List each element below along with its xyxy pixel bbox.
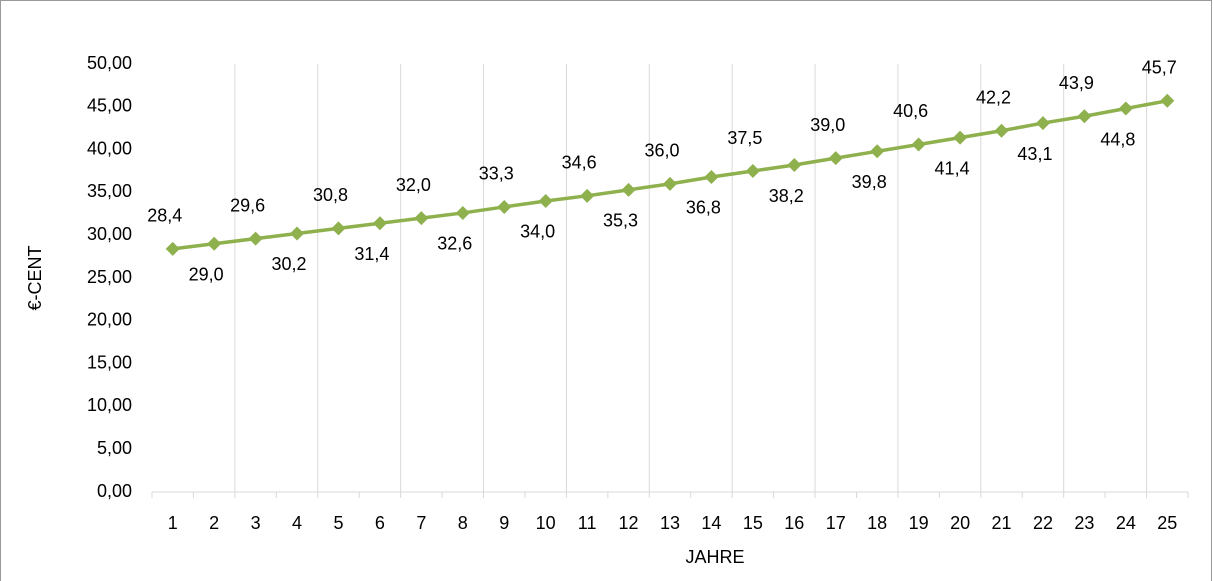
data-label: 29,0	[189, 265, 224, 285]
x-tick-label: 21	[992, 513, 1012, 533]
x-tick-label: 8	[458, 513, 468, 533]
y-tick-label: 50,00	[87, 53, 132, 73]
data-label: 29,6	[230, 195, 265, 215]
marker	[870, 144, 885, 159]
data-label: 45,7	[1142, 58, 1177, 78]
x-tick-label: 11	[578, 513, 597, 533]
marker	[207, 236, 222, 251]
data-label: 43,9	[1059, 73, 1094, 93]
data-label: 39,0	[810, 115, 845, 135]
marker	[580, 188, 595, 203]
marker	[704, 169, 719, 184]
x-tick-label: 13	[660, 513, 680, 533]
y-tick-label: 45,00	[87, 96, 132, 116]
marker	[828, 151, 843, 166]
x-tick-label: 16	[784, 513, 804, 533]
data-label: 38,2	[769, 186, 804, 206]
marker	[621, 182, 636, 197]
y-tick-label: 30,00	[87, 224, 132, 244]
y-tick-label: 10,00	[87, 395, 132, 415]
data-label: 42,2	[976, 88, 1011, 108]
marker	[1160, 93, 1175, 108]
data-label: 36,0	[644, 141, 679, 161]
marker	[787, 158, 802, 173]
x-tick-label: 5	[333, 513, 343, 533]
x-tick-label: 23	[1074, 513, 1094, 533]
marker	[911, 137, 926, 152]
x-tick-label: 15	[743, 513, 763, 533]
marker	[248, 231, 263, 246]
marker	[290, 226, 305, 241]
data-label: 32,6	[437, 234, 472, 254]
marker	[663, 176, 677, 191]
x-tick-label: 12	[619, 513, 639, 533]
marker	[745, 164, 760, 178]
data-label: 28,4	[147, 206, 182, 226]
marker	[372, 216, 387, 231]
data-label: 43,1	[1017, 144, 1052, 164]
data-label: 44,8	[1100, 129, 1135, 149]
y-axis-title: €-CENT	[25, 245, 45, 310]
marker	[497, 199, 512, 214]
marker	[1118, 101, 1133, 116]
marker	[455, 205, 470, 220]
data-label: 40,6	[893, 101, 928, 121]
data-label: 33,3	[479, 164, 514, 184]
x-tick-label: 1	[168, 513, 178, 533]
data-label: 36,8	[686, 198, 721, 218]
x-tick-label: 22	[1033, 513, 1053, 533]
y-tick-label: 5,00	[97, 438, 132, 458]
x-tick-label: 3	[251, 513, 261, 533]
x-tick-label: 24	[1116, 513, 1136, 533]
x-tick-label: 6	[375, 513, 385, 533]
x-tick-label: 17	[826, 513, 846, 533]
data-label: 41,4	[935, 158, 970, 178]
data-label: 37,5	[727, 128, 762, 148]
x-tick-label: 25	[1157, 513, 1177, 533]
x-tick-label: 19	[909, 513, 929, 533]
y-tick-label: 35,00	[87, 181, 132, 201]
marker	[165, 241, 180, 256]
x-tick-label: 9	[499, 513, 509, 533]
data-label: 30,2	[272, 254, 307, 274]
y-tick-label: 25,00	[87, 267, 132, 287]
x-tick-label: 14	[701, 513, 721, 533]
marker	[1077, 109, 1092, 124]
data-label: 30,8	[313, 185, 348, 205]
x-tick-label: 18	[867, 513, 887, 533]
y-tick-label: 15,00	[87, 352, 132, 372]
x-tick-label: 20	[950, 513, 970, 533]
data-label: 39,8	[852, 172, 887, 192]
x-tick-label: 7	[416, 513, 426, 533]
x-tick-label: 2	[209, 513, 219, 533]
x-tick-label: 4	[292, 513, 302, 533]
y-tick-label: 20,00	[87, 310, 132, 330]
marker	[414, 211, 429, 226]
data-label: 31,4	[354, 244, 389, 264]
data-label: 32,0	[396, 175, 431, 195]
marker	[1035, 116, 1050, 131]
x-axis-title: JAHRE	[685, 547, 744, 567]
data-label: 34,0	[520, 222, 555, 242]
marker	[538, 193, 553, 208]
marker	[994, 123, 1009, 138]
y-tick-label: 0,00	[97, 481, 132, 501]
marker	[331, 221, 346, 236]
data-label: 35,3	[603, 211, 638, 231]
y-tick-label: 40,00	[87, 138, 132, 158]
data-label: 34,6	[562, 153, 597, 173]
x-tick-label: 10	[536, 513, 556, 533]
marker	[953, 130, 968, 145]
